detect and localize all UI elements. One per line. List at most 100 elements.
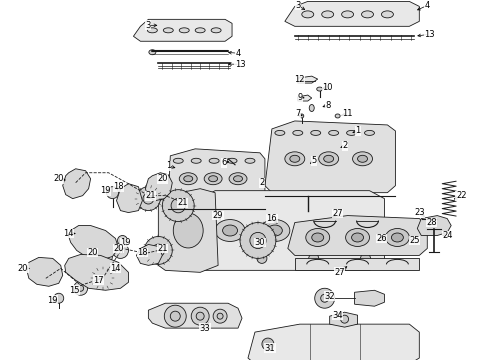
Polygon shape xyxy=(288,216,427,255)
Ellipse shape xyxy=(163,28,173,33)
Ellipse shape xyxy=(392,233,403,242)
Text: 20: 20 xyxy=(157,174,168,183)
Ellipse shape xyxy=(260,220,290,242)
Text: 19: 19 xyxy=(120,238,131,247)
Circle shape xyxy=(217,313,223,319)
Polygon shape xyxy=(285,1,419,26)
Circle shape xyxy=(361,253,370,264)
Text: 29: 29 xyxy=(213,211,223,220)
Text: 25: 25 xyxy=(409,236,419,245)
Text: 24: 24 xyxy=(442,231,452,240)
Circle shape xyxy=(162,190,194,221)
Circle shape xyxy=(143,193,154,204)
Circle shape xyxy=(98,274,107,283)
Polygon shape xyxy=(190,191,385,270)
Circle shape xyxy=(77,285,84,291)
Circle shape xyxy=(106,187,119,199)
Text: 2: 2 xyxy=(342,141,347,150)
Text: 3: 3 xyxy=(146,21,151,30)
Text: 27: 27 xyxy=(334,268,345,277)
Text: 20: 20 xyxy=(87,248,98,257)
Ellipse shape xyxy=(173,158,183,163)
Polygon shape xyxy=(330,312,358,327)
Circle shape xyxy=(164,305,186,327)
Text: 20: 20 xyxy=(113,244,124,253)
Text: 31: 31 xyxy=(265,343,275,352)
Polygon shape xyxy=(298,76,318,83)
Text: 21: 21 xyxy=(145,191,156,200)
Text: 10: 10 xyxy=(322,82,333,91)
Text: 22: 22 xyxy=(456,191,466,200)
Ellipse shape xyxy=(179,173,197,185)
Circle shape xyxy=(213,309,227,323)
Polygon shape xyxy=(401,235,414,242)
Text: 6: 6 xyxy=(221,158,227,167)
Circle shape xyxy=(320,294,329,302)
Text: 16: 16 xyxy=(267,214,277,223)
Ellipse shape xyxy=(184,176,193,182)
Text: 3: 3 xyxy=(295,1,300,10)
Circle shape xyxy=(93,268,113,288)
Ellipse shape xyxy=(209,158,219,163)
Circle shape xyxy=(257,253,267,264)
Ellipse shape xyxy=(317,87,323,91)
Ellipse shape xyxy=(324,155,334,162)
Polygon shape xyxy=(148,303,242,328)
Circle shape xyxy=(54,293,64,303)
Text: 4: 4 xyxy=(235,49,241,58)
Ellipse shape xyxy=(312,233,324,242)
Text: 13: 13 xyxy=(424,30,435,39)
Ellipse shape xyxy=(209,176,218,182)
Polygon shape xyxy=(158,189,218,273)
Polygon shape xyxy=(65,255,128,290)
Circle shape xyxy=(262,338,274,350)
Text: 23: 23 xyxy=(414,208,425,217)
Text: 8: 8 xyxy=(325,100,330,109)
Circle shape xyxy=(196,312,204,320)
Polygon shape xyxy=(146,173,172,201)
Text: 19: 19 xyxy=(100,186,111,195)
Circle shape xyxy=(250,233,266,248)
Polygon shape xyxy=(117,184,143,213)
Polygon shape xyxy=(136,244,162,265)
Circle shape xyxy=(96,251,105,260)
Text: 17: 17 xyxy=(93,276,104,285)
Ellipse shape xyxy=(352,233,364,242)
Ellipse shape xyxy=(309,104,314,112)
Ellipse shape xyxy=(322,11,334,18)
Ellipse shape xyxy=(300,114,304,118)
Ellipse shape xyxy=(285,152,305,166)
Ellipse shape xyxy=(215,220,245,242)
Polygon shape xyxy=(133,19,232,41)
Ellipse shape xyxy=(293,130,303,135)
Text: 32: 32 xyxy=(324,292,335,301)
Text: 11: 11 xyxy=(343,109,353,118)
Ellipse shape xyxy=(234,176,243,182)
Text: 1: 1 xyxy=(166,161,171,170)
Polygon shape xyxy=(69,225,119,260)
Ellipse shape xyxy=(365,130,374,135)
Ellipse shape xyxy=(179,28,189,33)
Text: 7: 7 xyxy=(295,109,300,118)
Text: 14: 14 xyxy=(110,264,121,273)
Polygon shape xyxy=(168,149,265,208)
Text: 1: 1 xyxy=(355,126,360,135)
Text: 18: 18 xyxy=(137,248,147,257)
Text: 34: 34 xyxy=(332,311,343,320)
Ellipse shape xyxy=(211,28,221,33)
Ellipse shape xyxy=(353,152,372,166)
Ellipse shape xyxy=(268,225,282,236)
Text: 2: 2 xyxy=(259,178,265,187)
Circle shape xyxy=(240,222,276,258)
Circle shape xyxy=(309,253,318,264)
Text: 4: 4 xyxy=(425,1,430,10)
Text: 5: 5 xyxy=(311,156,317,165)
Text: 26: 26 xyxy=(376,234,387,243)
Text: 21: 21 xyxy=(177,198,188,207)
Text: 28: 28 xyxy=(426,218,437,227)
Circle shape xyxy=(74,281,88,295)
Ellipse shape xyxy=(306,229,330,247)
Polygon shape xyxy=(27,257,63,286)
Ellipse shape xyxy=(195,28,205,33)
Ellipse shape xyxy=(149,50,156,55)
